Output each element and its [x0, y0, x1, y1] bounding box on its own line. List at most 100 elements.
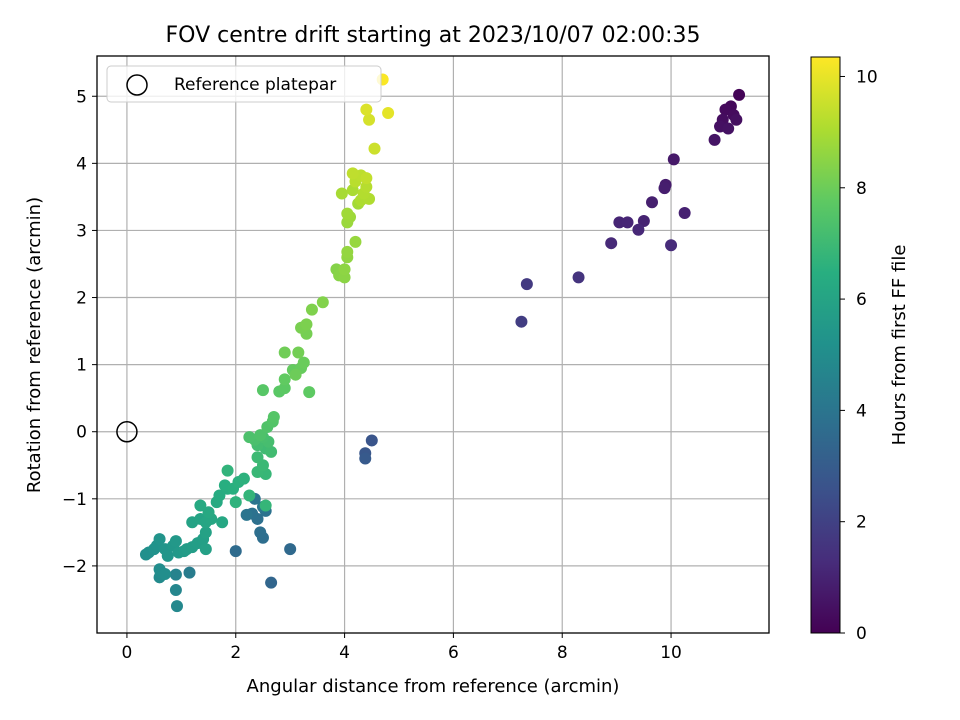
data-point — [515, 315, 528, 328]
colorbar-ticks: 0 2 4 6 8 10 — [840, 67, 878, 644]
colorbar-tick-label: 6 — [856, 290, 867, 310]
data-point — [646, 196, 659, 209]
data-point — [360, 180, 373, 193]
data-point — [216, 516, 229, 529]
data-point — [605, 237, 618, 250]
data-point — [349, 235, 362, 248]
data-point — [199, 543, 212, 556]
data-point — [267, 410, 280, 423]
data-point — [229, 496, 242, 509]
data-point — [300, 318, 313, 331]
x-tick-label: 2 — [230, 643, 241, 663]
colorbar-frame — [810, 56, 841, 634]
colorbar-tick-label: 4 — [856, 401, 867, 421]
data-point — [316, 296, 329, 309]
x-tick-label: 0 — [122, 643, 133, 663]
x-tick-label: 6 — [448, 643, 459, 663]
data-point — [170, 600, 183, 613]
data-point — [278, 346, 291, 359]
data-point — [169, 584, 182, 597]
data-point — [254, 429, 267, 442]
data-point — [161, 549, 174, 562]
x-axis-label: Angular distance from reference (arcmin) — [247, 676, 620, 697]
data-point — [341, 245, 354, 258]
data-point — [621, 216, 634, 229]
y-tick-label: 1 — [76, 356, 87, 376]
legend-label: Reference platepar — [174, 75, 336, 95]
data-point — [194, 499, 207, 512]
y-tick-label: −1 — [62, 490, 87, 510]
data-point — [153, 533, 166, 546]
y-tick-label: 3 — [76, 221, 87, 241]
data-point — [341, 207, 354, 220]
data-point — [278, 373, 291, 386]
x-tick-label: 4 — [339, 643, 350, 663]
data-point — [730, 113, 743, 126]
y-tick-label: 4 — [76, 154, 87, 174]
data-point — [265, 445, 278, 458]
data-point — [365, 434, 378, 447]
data-point — [733, 88, 746, 101]
data-point — [678, 206, 691, 219]
data-point — [265, 576, 278, 589]
data-point — [637, 215, 650, 228]
data-point — [259, 499, 272, 512]
data-point — [251, 451, 264, 464]
colorbar-tick-label: 0 — [856, 624, 867, 644]
data-point — [256, 384, 269, 397]
data-point — [667, 153, 680, 166]
data-point — [213, 489, 226, 502]
data-point — [346, 167, 359, 180]
data-point — [708, 133, 721, 146]
x-tick-label: 10 — [660, 643, 682, 663]
data-point — [572, 271, 585, 284]
y-axis-label: Rotation from reference (arcmin) — [24, 197, 45, 493]
data-point — [284, 543, 297, 556]
data-point — [243, 431, 256, 444]
data-point — [229, 545, 242, 558]
data-point — [335, 187, 348, 200]
data-point — [722, 122, 735, 135]
y-tick-label: −2 — [62, 557, 87, 577]
plot-frame — [96, 55, 770, 634]
data-point — [202, 506, 215, 519]
data-point — [658, 182, 671, 195]
legend: Reference platepar — [106, 65, 382, 103]
data-points — [116, 73, 746, 613]
data-point — [305, 303, 318, 316]
y-tick-label: 5 — [76, 87, 87, 107]
data-point — [221, 464, 234, 477]
data-point — [169, 535, 182, 548]
data-point — [292, 346, 305, 359]
data-point — [303, 386, 316, 399]
data-point — [360, 103, 373, 116]
data-point — [338, 263, 351, 276]
data-point — [520, 278, 533, 291]
colorbar-gradient — [811, 57, 840, 633]
data-point — [183, 566, 196, 579]
data-point — [278, 382, 291, 395]
data-point — [243, 489, 256, 502]
data-point — [254, 526, 267, 539]
grid-lines — [97, 56, 769, 633]
axis-ticks: 0 2 4 6 8 10 −2 −1 0 1 2 3 4 5 — [62, 87, 682, 663]
data-point — [169, 568, 182, 581]
data-point — [240, 508, 253, 521]
chart-title: FOV centre drift starting at 2023/10/07 … — [166, 23, 701, 48]
y-tick-label: 2 — [76, 289, 87, 309]
data-point — [665, 239, 678, 252]
data-point — [297, 356, 310, 369]
data-point — [159, 567, 172, 580]
colorbar: 0 2 4 6 8 10 Hours from first FF file — [810, 56, 910, 644]
data-point — [382, 107, 395, 120]
data-point — [359, 452, 372, 465]
data-point — [363, 113, 376, 126]
legend-marker — [126, 74, 148, 96]
data-point — [199, 526, 212, 539]
data-point — [632, 223, 645, 236]
colorbar-tick-label: 8 — [856, 179, 867, 199]
data-point — [368, 142, 381, 155]
reference-point — [116, 420, 138, 443]
